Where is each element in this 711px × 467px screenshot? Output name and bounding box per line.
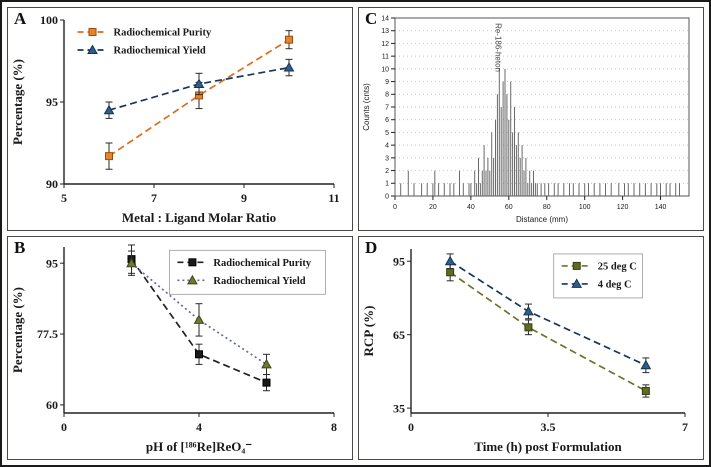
- svg-text:Metal : Ligand Molar Ratio: Metal : Ligand Molar Ratio: [122, 210, 276, 225]
- svg-text:Radiochemical Purity: Radiochemical Purity: [213, 258, 311, 269]
- svg-text:95: 95: [393, 254, 405, 268]
- svg-text:40: 40: [467, 204, 475, 211]
- svg-text:140: 140: [655, 204, 667, 211]
- svg-text:9: 9: [241, 191, 247, 205]
- svg-text:Counts (cnts): Counts (cnts): [362, 83, 371, 131]
- svg-text:65: 65: [393, 328, 405, 342]
- svg-text:0: 0: [393, 204, 397, 211]
- svg-text:2: 2: [385, 168, 389, 175]
- svg-text:7: 7: [682, 420, 688, 434]
- svg-text:8: 8: [385, 92, 389, 99]
- svg-text:90: 90: [46, 177, 58, 191]
- svg-text:60: 60: [46, 398, 58, 412]
- svg-text:Re-186-heton: Re-186-heton: [494, 23, 503, 72]
- svg-text:4: 4: [385, 143, 389, 150]
- chart-metal-ligand-ratio: 5 7 9 11 90 95 100 Metal : Ligand Molar Ratio Pe…: [8, 8, 352, 230]
- svg-text:8: 8: [331, 420, 337, 434]
- svg-text:Percentage (%): Percentage (%): [10, 59, 25, 145]
- panel-a-label: A: [14, 9, 27, 28]
- svg-text:10: 10: [381, 66, 389, 73]
- svg-text:0: 0: [61, 420, 67, 434]
- svg-text:120: 120: [617, 204, 629, 211]
- svg-text:9: 9: [385, 79, 389, 86]
- svg-text:5: 5: [385, 130, 389, 137]
- svg-text:14: 14: [381, 15, 389, 22]
- svg-text:7: 7: [385, 104, 389, 111]
- svg-text:Radiochemical Purity: Radiochemical Purity: [114, 28, 212, 39]
- svg-text:4: 4: [196, 420, 202, 434]
- panel-c-label: C: [365, 9, 378, 28]
- svg-text:100: 100: [40, 13, 58, 27]
- svg-text:77.5: 77.5: [37, 327, 58, 341]
- svg-text:100: 100: [579, 204, 591, 211]
- svg-text:Time (h) post Formulation: Time (h) post Formulation: [474, 439, 622, 454]
- svg-text:RCP (%): RCP (%): [361, 306, 376, 357]
- svg-text:3: 3: [385, 155, 389, 162]
- panel-grid: A 5 7 9 11 90 95 100 Metal : Ligand Molar Ratio…: [7, 7, 704, 460]
- panel-c: C 0 20 40 60 80 100 120 140 0 1 2 3 4 5 6 7 8 9 10 11 12 13 14…: [358, 7, 704, 231]
- chart-ph-effect: 0 4 8 60 77.5 95 pH of [¹⁸⁶Re]ReO₄⁻ Percentage …: [8, 237, 352, 459]
- svg-text:pH of [¹⁸⁶Re]ReO₄⁻: pH of [¹⁸⁶Re]ReO₄⁻: [146, 439, 252, 454]
- panel-d-label: D: [365, 238, 378, 257]
- svg-text:35: 35: [393, 401, 405, 415]
- svg-text:11: 11: [382, 54, 389, 61]
- chart-radiochromatogram: 0 20 40 60 80 100 120 140 0 1 2 3 4 5 6 7 8 9 10 11 12 13 14 Di…: [359, 8, 703, 230]
- svg-text:60: 60: [505, 204, 513, 211]
- svg-text:5: 5: [61, 191, 67, 205]
- svg-text:0: 0: [408, 420, 414, 434]
- svg-text:95: 95: [46, 95, 58, 109]
- svg-text:6: 6: [385, 117, 389, 124]
- panel-a: A 5 7 9 11 90 95 100 Metal : Ligand Molar Ratio…: [7, 7, 353, 231]
- svg-text:95: 95: [46, 256, 58, 270]
- svg-text:1: 1: [385, 181, 389, 188]
- svg-text:Radiochemical Yield: Radiochemical Yield: [213, 276, 305, 287]
- svg-text:11: 11: [328, 191, 339, 205]
- svg-text:0: 0: [385, 193, 389, 200]
- svg-text:13: 13: [381, 28, 389, 35]
- panel-b: B 0 4 8 60 77.5 95 pH of [¹⁸⁶Re]ReO₄⁻ Percentag…: [7, 236, 353, 460]
- svg-text:20: 20: [429, 204, 437, 211]
- svg-text:3.5: 3.5: [541, 420, 556, 434]
- svg-text:Percentage (%): Percentage (%): [10, 287, 25, 373]
- svg-text:Distance (mm): Distance (mm): [516, 215, 568, 224]
- svg-text:Radiochemical Yield: Radiochemical Yield: [114, 46, 206, 57]
- svg-text:80: 80: [543, 204, 551, 211]
- chart-stability: 0 3.5 7 35 65 95 Time (h) post Formulation RCP …: [359, 237, 703, 459]
- svg-text:12: 12: [381, 41, 389, 48]
- svg-text:4 deg C: 4 deg C: [598, 280, 632, 291]
- panel-b-label: B: [14, 238, 26, 257]
- svg-text:25 deg C: 25 deg C: [598, 262, 637, 273]
- svg-text:7: 7: [151, 191, 157, 205]
- panel-d: D 0 3.5 7 35 65 95 Time (h) post Formulation RC…: [358, 236, 704, 460]
